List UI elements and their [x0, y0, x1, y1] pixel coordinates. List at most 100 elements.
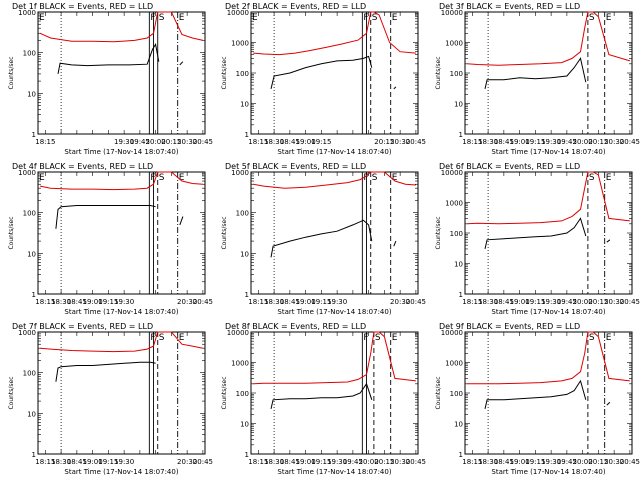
events-series-line: [393, 240, 397, 247]
chart-svg: 1 10 100 1000 10000 18:1518:3018:4519:0019:15…: [435, 322, 640, 476]
x-tick-label: 19:00: [83, 298, 103, 306]
lld-series-line: [253, 171, 416, 189]
x-tick-label: 20:00: [359, 458, 379, 466]
x-tick-label: 20:15: [161, 138, 181, 146]
y-tick-label: 1: [32, 131, 36, 139]
x-tick-label: 20:45: [620, 138, 640, 146]
events-series-line: [270, 219, 373, 258]
y-tick-label: 1000: [231, 360, 249, 368]
x-tick-label: 18:30: [478, 298, 498, 306]
y-tick-label: 10: [240, 250, 249, 258]
lld-series-line: [40, 331, 203, 353]
y-tick-label: 100: [236, 390, 249, 398]
y-tick-label: 1: [245, 131, 249, 139]
y-tick-label: 100: [450, 230, 463, 238]
x-tick-label: 19:30: [114, 298, 134, 306]
x-tick-label: 18:45: [280, 298, 300, 306]
x-tick-label: 20:30: [604, 298, 624, 306]
events-series-line: [55, 361, 156, 382]
marker-label: S: [159, 13, 165, 23]
marker-label: F: [150, 333, 155, 343]
x-tick-label: 20:15: [588, 298, 608, 306]
x-tick-label: 18:30: [51, 458, 71, 466]
chart-svg: 1 10 100 1000 10000 18:1518:3018:4519:0019:15…: [435, 2, 640, 156]
chart-svg: 1 10 100 1000 10000 18:1518:3018:4519:0019:15…: [221, 322, 426, 476]
x-tick-label: 18:45: [280, 138, 300, 146]
y-tick-label: 10000: [227, 9, 249, 17]
x-tick-label: 19:15: [525, 298, 545, 306]
y-tick-label: 1000: [231, 40, 249, 48]
x-tick-label: 19:30: [327, 298, 347, 306]
x-tick-label: 18:30: [51, 298, 71, 306]
y-tick-label: 1000: [445, 40, 463, 48]
x-axis-label: Start Time (17-Nov-14 18:07:40): [491, 308, 605, 316]
x-tick-label: 18:30: [264, 298, 284, 306]
x-tick-label: 19:15: [525, 138, 545, 146]
x-tick-label: 20:15: [374, 138, 394, 146]
x-tick-label: 18:15: [462, 298, 482, 306]
marker-label: E: [392, 333, 398, 343]
x-tick-label: 20:15: [588, 138, 608, 146]
x-tick-label: 19:15: [525, 458, 545, 466]
chart-panel: 1 10 100 1000 18:15 19:30 19:45 20:00 20:15 20:30…: [0, 0, 213, 160]
y-tick-label: 10000: [441, 169, 463, 177]
x-tick-label: 20:30: [390, 298, 410, 306]
y-tick-label: 1000: [18, 9, 36, 17]
x-tick-label: 20:30: [177, 138, 197, 146]
y-tick-label: 10: [27, 250, 36, 258]
x-tick-label: 20:45: [406, 138, 426, 146]
marker-label: E: [606, 13, 612, 23]
y-tick-label: 10: [454, 261, 463, 269]
x-tick-label: 19:30: [541, 298, 561, 306]
y-tick-label: 10000: [441, 329, 463, 337]
marker-label: S: [589, 13, 595, 23]
chart-panel: 1 10 100 1000 18:15 18:30 18:45 19:00 19:15 19:30…: [213, 160, 426, 320]
marker-label: S: [375, 333, 381, 343]
marker-label: E: [179, 173, 185, 183]
y-tick-label: 1: [459, 291, 463, 299]
x-axis-label: Start Time (17-Nov-14 18:07:40): [277, 468, 391, 476]
x-tick-label: 18:30: [264, 458, 284, 466]
chart-title: Det 3f BLACK = Events, RED = LLD: [439, 2, 580, 11]
y-tick-label: 1000: [445, 360, 463, 368]
plot-frame: [37, 171, 206, 295]
marker-label: E: [606, 173, 612, 183]
lld-series-line: [39, 11, 204, 43]
x-tick-label: 20:00: [573, 458, 593, 466]
marker-label: E: [606, 333, 612, 343]
chart-panel: 1 10 100 1000 10000 18:15 18:30 18:45 19:00 19:15…: [427, 0, 640, 160]
events-series-line: [179, 216, 184, 226]
x-tick-label: 20:45: [620, 298, 640, 306]
chart-svg: 1 10 100 1000 18:15 19:3019:4520:0020:1520:30…: [8, 2, 213, 156]
y-tick-label: 1000: [445, 200, 463, 208]
y-tick-label: 10000: [441, 9, 463, 17]
x-tick-label: 20:00: [573, 298, 593, 306]
marker-label: S: [372, 13, 378, 23]
x-tick-label: 20:30: [177, 298, 197, 306]
lld-series-line: [253, 331, 416, 385]
y-tick-label: 1000: [18, 329, 36, 337]
x-tick-label: 20:30: [390, 138, 410, 146]
x-tick-label: 20:45: [406, 458, 426, 466]
y-tick-label: 10: [27, 410, 36, 418]
y-tick-label: 100: [23, 370, 36, 378]
x-tick-label: 19:00: [83, 458, 103, 466]
y-tick-label: 1: [32, 291, 36, 299]
x-tick-label: 19:45: [557, 138, 577, 146]
events-series-line: [393, 86, 397, 90]
y-tick-label: 100: [450, 70, 463, 78]
plot-frame: [464, 171, 633, 295]
x-tick-label: 20:45: [193, 298, 213, 306]
y-tick-label: 100: [236, 70, 249, 78]
y-tick-label: 100: [23, 50, 36, 58]
lld-series-line: [40, 171, 203, 191]
marker-label: E: [392, 173, 398, 183]
plot-frame: [250, 171, 419, 295]
x-tick-label: 19:00: [510, 298, 530, 306]
x-axis-label: Start Time (17-Nov-14 18:07:40): [64, 308, 178, 316]
x-tick-label: 18:15: [462, 458, 482, 466]
chart-svg: 1 10 100 1000 18:1518:3018:4519:0019:1519:30…: [8, 322, 213, 476]
x-tick-label: 19:15: [311, 298, 331, 306]
x-tick-label: 20:45: [406, 298, 426, 306]
chart-panel: 1 10 100 1000 18:15 18:30 18:45 19:00 19:15 19:30…: [0, 320, 213, 480]
